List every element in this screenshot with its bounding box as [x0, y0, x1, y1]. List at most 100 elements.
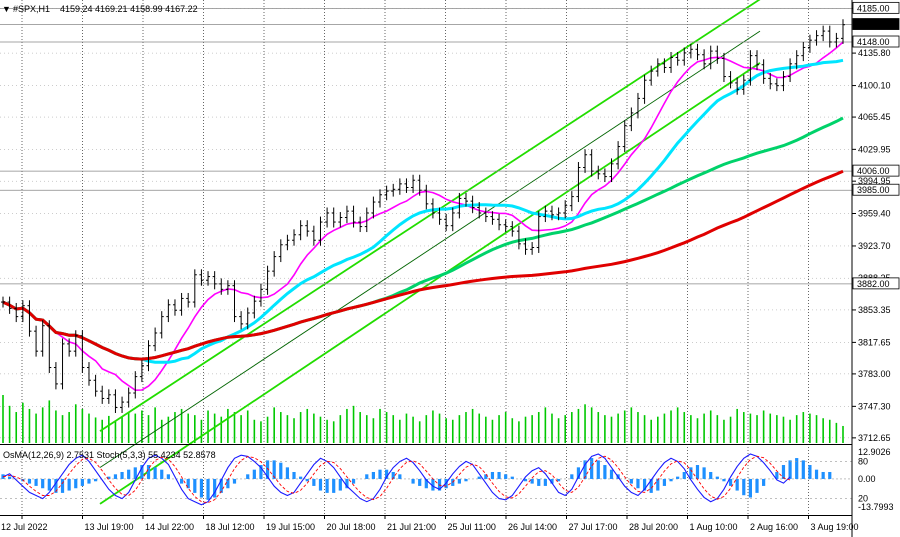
osma-bar — [279, 462, 283, 479]
osma-bar — [80, 478, 84, 486]
price-tick-label: 4100.10 — [858, 81, 891, 91]
trend-channel-lines — [99, 0, 761, 505]
level-label: 4006.00 — [857, 166, 890, 176]
osma-bar — [583, 460, 587, 479]
osma-bar — [576, 467, 581, 479]
time-tick-label: 14 Jul 22:00 — [145, 522, 194, 532]
osma-bar — [87, 478, 91, 484]
osma-bar — [345, 478, 349, 489]
osma-bar — [755, 478, 759, 493]
time-tick-label: 2 Aug 16:00 — [750, 522, 798, 532]
indicator-label: OsMA(12,26,9) 2.7531 Stoch(5,3,3) 55.423… — [3, 450, 216, 460]
osma-bar — [735, 478, 739, 491]
channel-lower-line — [99, 62, 761, 505]
osma-bar — [728, 478, 733, 486]
stochastic-axis-label: 20 — [858, 494, 868, 504]
osma-bar — [603, 465, 607, 479]
osma-bar — [213, 478, 217, 498]
osma-bar — [34, 478, 38, 486]
osma-axis-label: -13.7993 — [858, 502, 894, 512]
osma-bar — [715, 476, 719, 479]
osma-bar — [556, 478, 561, 482]
price-tick-label: 3923.70 — [858, 241, 891, 251]
level-label-box — [852, 277, 900, 290]
osma-bar — [285, 467, 290, 479]
osma-bar — [543, 478, 547, 486]
osma-bar — [378, 469, 382, 479]
osma-bar — [186, 478, 190, 489]
price-tick-label: 3783.00 — [858, 369, 891, 379]
osma-bar — [510, 476, 514, 479]
moving-average-line — [2, 169, 844, 361]
osma-bar — [120, 471, 124, 479]
channel-mid-line — [99, 30, 761, 468]
osma-bar — [484, 474, 488, 479]
time-tick-label: 28 Jul 20:00 — [629, 522, 678, 532]
osma-bar — [828, 471, 832, 479]
osma-bar — [814, 469, 819, 479]
osma-bar — [54, 478, 58, 493]
osma-bar — [682, 471, 686, 479]
osma-axis-label: 12.9026 — [858, 447, 891, 457]
osma-bar — [146, 465, 151, 479]
osma-bar — [226, 478, 230, 489]
price-tick-label: 3959.40 — [858, 208, 891, 218]
osma-bar — [272, 460, 276, 479]
osma-bar — [762, 478, 766, 486]
osma-bar — [27, 478, 32, 484]
osma-bar — [365, 474, 369, 479]
osma-bar — [351, 478, 356, 484]
osma-bar — [424, 478, 428, 489]
osma-bar — [232, 478, 237, 484]
osma-bar — [748, 478, 753, 498]
osma-bar — [457, 478, 461, 484]
osma-bar — [160, 469, 164, 479]
price-axis: 4185.00 4135.80 4100.10 4065.45 4029.95 3994.… — [852, 1, 900, 512]
price-tick-label: 3817.65 — [858, 337, 891, 347]
osma-bar — [292, 471, 296, 479]
osma-bar — [795, 458, 799, 479]
level-label-box — [852, 183, 900, 196]
osma-bar — [127, 469, 131, 479]
level-label: 4185.00 — [857, 3, 890, 13]
osma-bar — [41, 478, 45, 489]
level-label: 3882.00 — [857, 279, 890, 289]
osma-bar — [609, 469, 614, 479]
osma-bar — [662, 478, 667, 486]
osma-bar — [821, 471, 825, 479]
osma-bar — [153, 467, 157, 479]
osma-bar — [312, 478, 316, 486]
osma-bar — [523, 478, 528, 482]
osma-bar — [431, 478, 435, 491]
osma-bar — [590, 458, 594, 479]
price-bars — [1, 19, 845, 413]
stochastic-main-line — [2, 453, 791, 506]
osma-bar — [411, 478, 415, 484]
osma-bar — [265, 460, 270, 479]
osma-bar — [695, 465, 700, 479]
price-tick-label: 3747.30 — [858, 401, 891, 411]
price-tick-label: 3712.65 — [858, 433, 891, 443]
osma-bar — [166, 474, 170, 479]
osma-bar — [47, 478, 51, 491]
moving-average-line — [2, 41, 844, 392]
osma-bar — [636, 478, 640, 489]
moving-average-lines — [2, 41, 844, 392]
osma-bar — [490, 471, 495, 479]
time-tick-label: 18 Jul 12:00 — [206, 522, 255, 532]
stochastic-signal-line — [2, 455, 791, 504]
chart-header-arrow: ▼ — [2, 4, 11, 14]
osma-bar — [530, 478, 534, 484]
osma-bar — [629, 478, 633, 484]
osma-bar — [193, 478, 197, 493]
osma-bar — [669, 478, 673, 482]
osma-bar — [93, 478, 98, 482]
level-label-box — [852, 1, 900, 14]
osma-bar — [325, 478, 329, 493]
osma-bar — [801, 460, 805, 479]
osma-bar — [206, 478, 210, 500]
stochastic-axis-label: 80 — [858, 456, 868, 466]
osma-bar — [371, 471, 375, 479]
